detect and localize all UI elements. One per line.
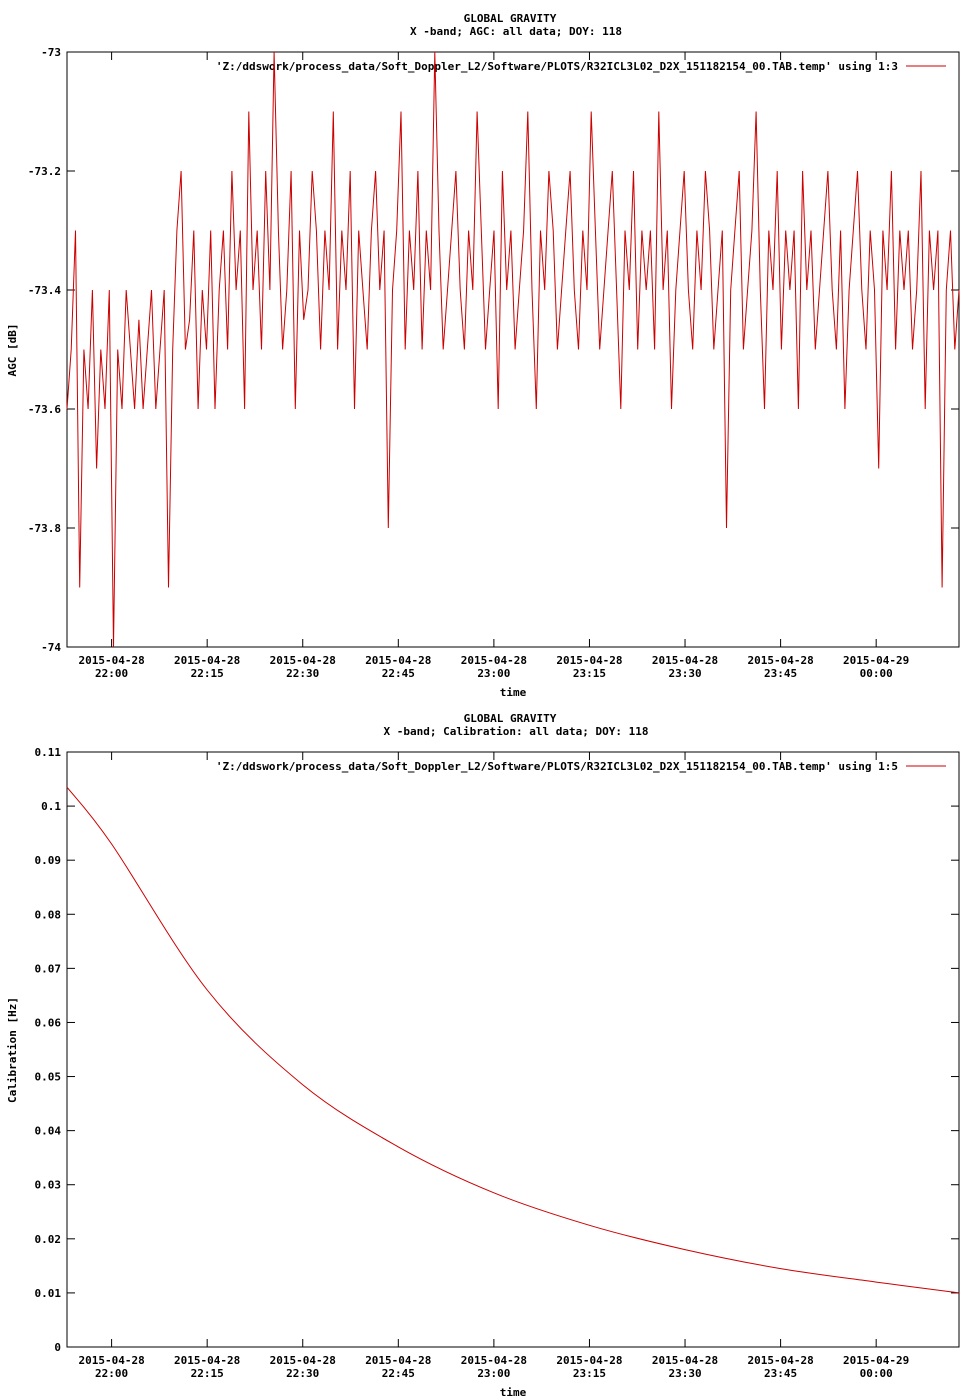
agc-series-line — [66, 51, 960, 648]
chart-title: GLOBAL GRAVITY — [464, 12, 557, 25]
x-tick-time-label: 23:15 — [573, 1367, 606, 1380]
calibration-series-line — [66, 786, 960, 1294]
x-tick-date-label: 2015-04-28 — [556, 1354, 622, 1367]
calibration-chart: GLOBAL GRAVITY X -band; Calibration: all… — [6, 712, 960, 1399]
x-tick-time-label: 22:45 — [382, 1367, 415, 1380]
agc-chart: GLOBAL GRAVITY X -band; AGC: all data; D… — [6, 12, 960, 699]
x-tick-date-label: 2015-04-28 — [652, 1354, 718, 1367]
y-tick-label: 0.08 — [35, 908, 62, 921]
y-tick-label: 0.05 — [35, 1071, 62, 1084]
x-tick-time-label: 22:00 — [95, 1367, 128, 1380]
calibration-chart-panel: GLOBAL GRAVITY X -band; Calibration: all… — [0, 700, 980, 1400]
x-tick-date-label: 2015-04-28 — [652, 654, 718, 667]
y-tick-label: 0.03 — [35, 1179, 62, 1192]
chart-subtitle: X -band; Calibration: all data; DOY: 118 — [384, 725, 649, 738]
x-tick-date-label: 2015-04-28 — [174, 1354, 240, 1367]
y-tick-label: 0.09 — [35, 854, 62, 867]
legend-label: 'Z:/ddswork/process_data/Soft_Doppler_L2… — [216, 760, 898, 773]
y-axis-label: Calibration [Hz] — [6, 997, 19, 1103]
x-tick-time-label: 23:00 — [477, 1367, 510, 1380]
x-tick-date-label: 2015-04-28 — [270, 1354, 336, 1367]
axis-ticks: 0.11 0.1 0.09 0.08 0.07 0.06 0.05 0.04 0.03 0.02 0… — [35, 746, 959, 1380]
y-tick-label: -73.6 — [28, 403, 61, 416]
x-tick-time-label: 22:45 — [382, 667, 415, 680]
y-tick-label: 0.1 — [41, 800, 61, 813]
x-tick-time-label: 23:15 — [573, 667, 606, 680]
x-tick-date-label: 2015-04-28 — [461, 1354, 527, 1367]
x-axis-label: time — [500, 1386, 527, 1399]
x-tick-date-label: 2015-04-28 — [78, 654, 144, 667]
x-tick-time-label: 23:45 — [764, 1367, 797, 1380]
x-tick-date-label: 2015-04-28 — [747, 654, 813, 667]
plot-frame — [66, 751, 960, 1348]
x-tick-time-label: 22:30 — [286, 1367, 319, 1380]
chart-title: GLOBAL GRAVITY — [464, 712, 557, 725]
y-tick-label: 0.07 — [35, 962, 62, 975]
y-tick-label: 0.11 — [35, 746, 62, 759]
x-tick-time-label: 00:00 — [860, 1367, 893, 1380]
x-tick-date-label: 2015-04-28 — [270, 654, 336, 667]
y-tick-label: 0.06 — [35, 1016, 62, 1029]
x-tick-date-label: 2015-04-28 — [78, 1354, 144, 1367]
y-tick-label: 0.04 — [35, 1125, 62, 1138]
x-tick-date-label: 2015-04-28 — [747, 1354, 813, 1367]
y-tick-label: -74 — [41, 641, 61, 654]
y-tick-label: 0.02 — [35, 1233, 62, 1246]
x-tick-time-label: 23:30 — [668, 667, 701, 680]
y-tick-label: -73.4 — [28, 284, 61, 297]
x-tick-time-label: 23:45 — [764, 667, 797, 680]
chart-subtitle: X -band; AGC: all data; DOY: 118 — [410, 25, 622, 38]
x-tick-date-label: 2015-04-28 — [556, 654, 622, 667]
x-tick-time-label: 00:00 — [860, 667, 893, 680]
x-tick-time-label: 22:15 — [191, 1367, 224, 1380]
x-tick-time-label: 22:15 — [191, 667, 224, 680]
x-tick-time-label: 23:30 — [668, 1367, 701, 1380]
x-tick-time-label: 23:00 — [477, 667, 510, 680]
y-axis-label: AGC [dB] — [6, 324, 19, 377]
x-tick-date-label: 2015-04-29 — [843, 1354, 909, 1367]
legend-label: 'Z:/ddswork/process_data/Soft_Doppler_L2… — [216, 60, 898, 73]
x-tick-date-label: 2015-04-29 — [843, 654, 909, 667]
x-tick-time-label: 22:30 — [286, 667, 319, 680]
x-tick-date-label: 2015-04-28 — [174, 654, 240, 667]
agc-chart-panel: GLOBAL GRAVITY X -band; AGC: all data; D… — [6, 12, 960, 699]
x-tick-time-label: 22:00 — [95, 667, 128, 680]
x-tick-date-label: 2015-04-28 — [461, 654, 527, 667]
plot-frame — [66, 51, 960, 648]
x-tick-date-label: 2015-04-28 — [365, 654, 431, 667]
y-tick-label: -73.8 — [28, 522, 61, 535]
y-tick-label: -73 — [41, 46, 61, 59]
axis-ticks: -73-73.2-73.4-73.6-73.8-742015-04-2822:0… — [28, 46, 959, 680]
x-axis-label: time — [500, 686, 527, 699]
y-tick-label: 0.01 — [35, 1287, 62, 1300]
y-tick-label: -73.2 — [28, 165, 61, 178]
y-tick-label: 0 — [54, 1341, 61, 1354]
x-tick-date-label: 2015-04-28 — [365, 1354, 431, 1367]
